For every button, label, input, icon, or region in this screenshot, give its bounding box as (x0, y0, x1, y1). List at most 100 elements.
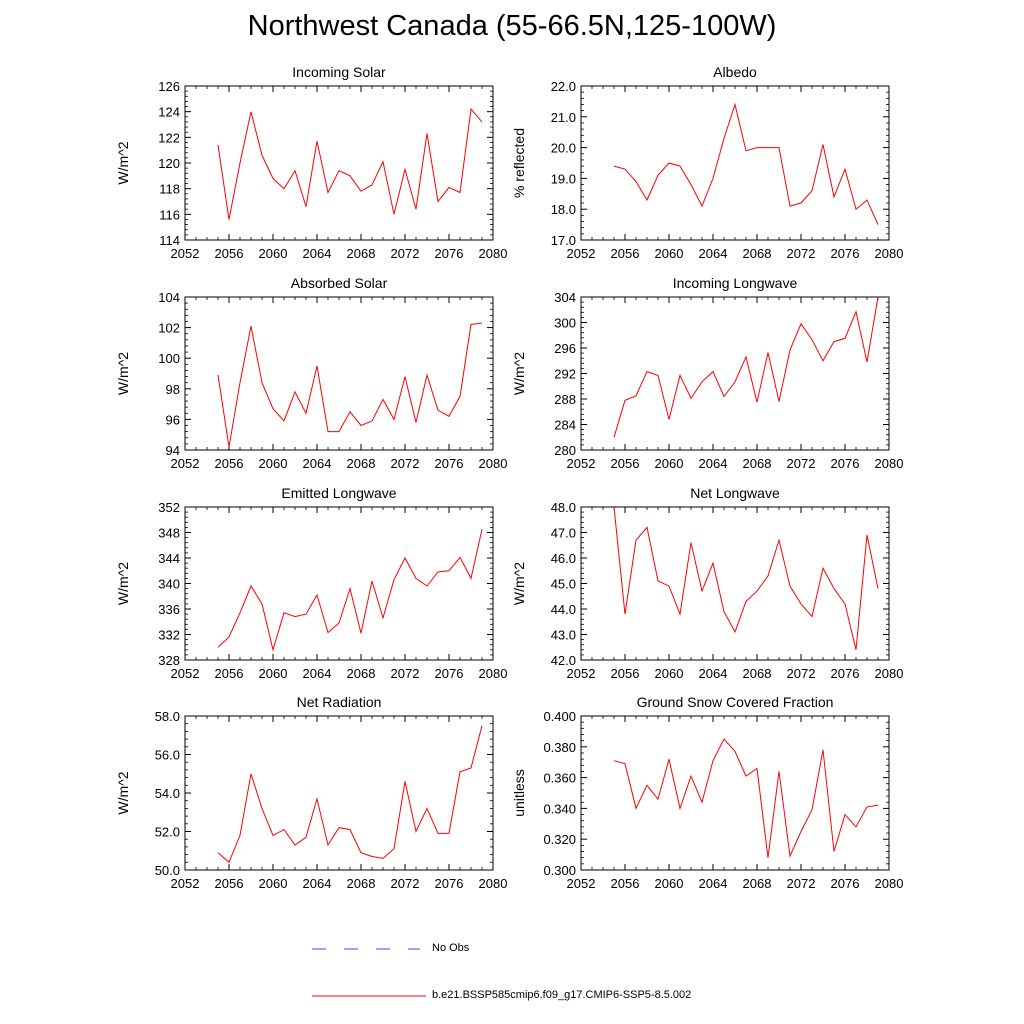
plot-frame (580, 506, 890, 661)
y-tick-label: 22.0 (551, 79, 576, 94)
y-tick-label: 118 (159, 182, 180, 197)
y-axis-label: W/m^2 (511, 562, 527, 605)
x-tick-label: 2060 (655, 666, 684, 681)
x-tick-label: 2068 (743, 246, 772, 261)
y-tick-label: 52.0 (155, 825, 180, 840)
y-tick-label: 43.0 (551, 628, 576, 643)
x-tick-label: 2052 (171, 666, 200, 681)
y-axis-label: % reflected (511, 128, 527, 198)
y-tick-label: 47.0 (551, 526, 576, 541)
x-tick-label: 2060 (655, 876, 684, 891)
y-tick-label: 46.0 (551, 551, 576, 566)
x-tick-label: 2052 (171, 456, 200, 471)
x-tick-label: 2072 (787, 876, 816, 891)
y-axis-label: W/m^2 (511, 352, 527, 395)
x-tick-label: 2080 (479, 246, 508, 261)
x-tick-label: 2072 (391, 876, 420, 891)
panel-title: Incoming Solar (292, 64, 386, 80)
x-tick-label: 2072 (787, 666, 816, 681)
y-axis-label: W/m^2 (115, 562, 131, 605)
x-tick-label: 2076 (831, 666, 860, 681)
y-tick-label: 120 (158, 156, 180, 171)
panel-title: Net Longwave (690, 485, 780, 501)
x-tick-label: 2064 (303, 666, 332, 681)
x-tick-label: 2056 (215, 456, 244, 471)
x-tick-label: 2072 (391, 246, 420, 261)
y-tick-label: 18.0 (551, 202, 576, 217)
panel-title: Emitted Longwave (281, 485, 396, 501)
plot-frame (580, 715, 890, 871)
x-tick-label: 2060 (259, 876, 288, 891)
x-tick-label: 2076 (435, 456, 464, 471)
y-tick-label: 0.300 (543, 863, 576, 878)
y-tick-label: 0.400 (543, 709, 576, 724)
x-tick-label: 2080 (875, 246, 904, 261)
x-tick-label: 2060 (259, 246, 288, 261)
x-tick-label: 2072 (787, 246, 816, 261)
y-tick-label: 56.0 (155, 748, 180, 763)
x-tick-label: 2056 (215, 246, 244, 261)
x-tick-label: 2056 (611, 666, 640, 681)
panel-net-radiation: 2052 2056 2060 2064 2068 2072 2076 2080 50.0 52.0… (115, 694, 507, 891)
y-tick-label: 96 (166, 412, 180, 427)
x-tick-label: 2080 (479, 876, 508, 891)
x-tick-label: 2072 (391, 456, 420, 471)
panel-ground-snow-covered-fraction: 2052 2056 2060 2064 2068 2072 2076 2080 0.300 0.3… (511, 694, 903, 891)
x-tick-label: 2068 (743, 666, 772, 681)
x-tick-label: 2068 (743, 456, 772, 471)
x-tick-label: 2076 (435, 876, 464, 891)
y-tick-label: 328 (158, 653, 180, 668)
x-tick-label: 2080 (875, 876, 904, 891)
panel-title: Incoming Longwave (673, 275, 798, 291)
y-tick-label: 19.0 (551, 171, 576, 186)
y-tick-label: 44.0 (551, 602, 576, 617)
x-tick-label: 2068 (347, 246, 376, 261)
y-tick-label: 284 (554, 418, 576, 433)
y-tick-label: 100 (158, 351, 180, 366)
y-axis-label: W/m^2 (115, 352, 131, 395)
panel-title: Net Radiation (297, 694, 382, 710)
x-tick-label: 2064 (699, 246, 728, 261)
y-axis-label: W/m^2 (115, 141, 131, 184)
x-tick-label: 2060 (259, 666, 288, 681)
x-tick-label: 2056 (611, 876, 640, 891)
y-tick-label: 42.0 (551, 653, 576, 668)
series-line (217, 322, 483, 447)
x-tick-label: 2080 (479, 456, 508, 471)
y-tick-label: 58.0 (155, 709, 180, 724)
series-line (613, 296, 879, 438)
x-tick-label: 2068 (347, 876, 376, 891)
x-tick-label: 2064 (699, 456, 728, 471)
y-tick-label: 21.0 (551, 110, 576, 125)
x-tick-label: 2052 (567, 246, 596, 261)
y-tick-label: 304 (554, 290, 576, 305)
y-axis-label: W/m^2 (115, 771, 131, 814)
y-tick-label: 0.320 (543, 832, 576, 847)
y-tick-label: 48.0 (551, 500, 576, 515)
x-tick-label: 2056 (215, 876, 244, 891)
x-tick-label: 2064 (699, 666, 728, 681)
x-tick-label: 2056 (215, 666, 244, 681)
x-tick-label: 2068 (347, 456, 376, 471)
x-tick-label: 2064 (699, 876, 728, 891)
series-line (217, 529, 483, 652)
y-tick-label: 0.380 (543, 740, 576, 755)
x-tick-label: 2076 (831, 456, 860, 471)
y-tick-label: 332 (158, 628, 180, 643)
panel-emitted-longwave: 2052 2056 2060 2064 2068 2072 2076 2080 328 332 33… (115, 485, 507, 681)
y-tick-label: 344 (158, 551, 180, 566)
y-tick-label: 116 (159, 207, 180, 222)
y-tick-label: 54.0 (155, 786, 180, 801)
x-tick-label: 2076 (435, 666, 464, 681)
x-tick-label: 2064 (303, 456, 332, 471)
plot-frame (184, 85, 494, 241)
x-tick-label: 2080 (479, 666, 508, 681)
y-tick-label: 300 (554, 316, 576, 331)
y-tick-label: 94 (166, 443, 180, 458)
x-tick-label: 2064 (303, 876, 332, 891)
panel-title: Ground Snow Covered Fraction (637, 694, 834, 710)
x-tick-label: 2060 (655, 456, 684, 471)
x-tick-label: 2068 (347, 666, 376, 681)
y-tick-label: 104 (158, 290, 180, 305)
x-tick-label: 2080 (875, 666, 904, 681)
